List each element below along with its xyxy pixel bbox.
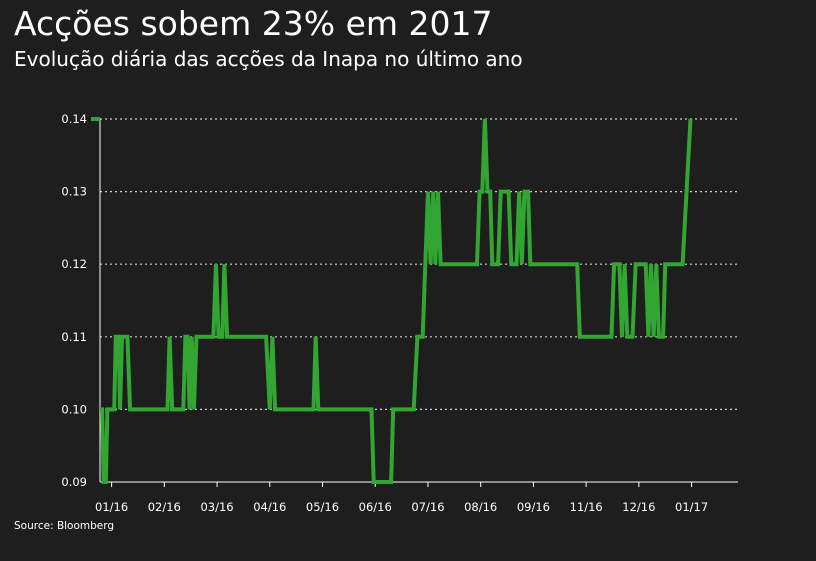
- y-tick-label: 0.13: [61, 185, 87, 199]
- x-tick-label: 08/16: [464, 500, 497, 514]
- series-layer: [91, 117, 693, 484]
- x-tick-label: 01/16: [95, 500, 128, 514]
- chart-title: Acções sobem 23% em 2017: [14, 4, 493, 43]
- x-tick-label: 11/16: [570, 500, 603, 514]
- y-tick-label: 0.14: [61, 112, 87, 126]
- price-series-line: [100, 118, 693, 484]
- x-tick-label: 01/17: [675, 500, 708, 514]
- x-axis-tick-labels: 01/16 02/16 03/16 04/16 05/16 06/16 07/16 08/16…: [95, 500, 708, 514]
- chart-subtitle: Evolução diária das acções da Inapa no ú…: [14, 47, 523, 71]
- x-tick-label: 07/16: [411, 500, 444, 514]
- x-tick-label: 04/16: [253, 500, 286, 514]
- y-tick-label: 0.09: [61, 475, 87, 489]
- y-axis-tick-labels: 0.09 0.10 0.11 0.12 0.13 0.14: [61, 112, 87, 489]
- x-tick-label: 06/16: [359, 500, 392, 514]
- x-tick-label: 02/16: [148, 500, 181, 514]
- axes: [99, 119, 738, 487]
- x-tick-label: 09/16: [517, 500, 550, 514]
- x-tick-label: 12/16: [622, 500, 655, 514]
- y-tick-label: 0.11: [61, 330, 87, 344]
- source-note: Source: Bloomberg: [14, 520, 115, 532]
- x-tick-label: 05/16: [306, 500, 339, 514]
- x-tick-label: 03/16: [200, 500, 233, 514]
- y-tick-label: 0.10: [61, 402, 87, 416]
- y-tick-label: 0.12: [61, 257, 87, 271]
